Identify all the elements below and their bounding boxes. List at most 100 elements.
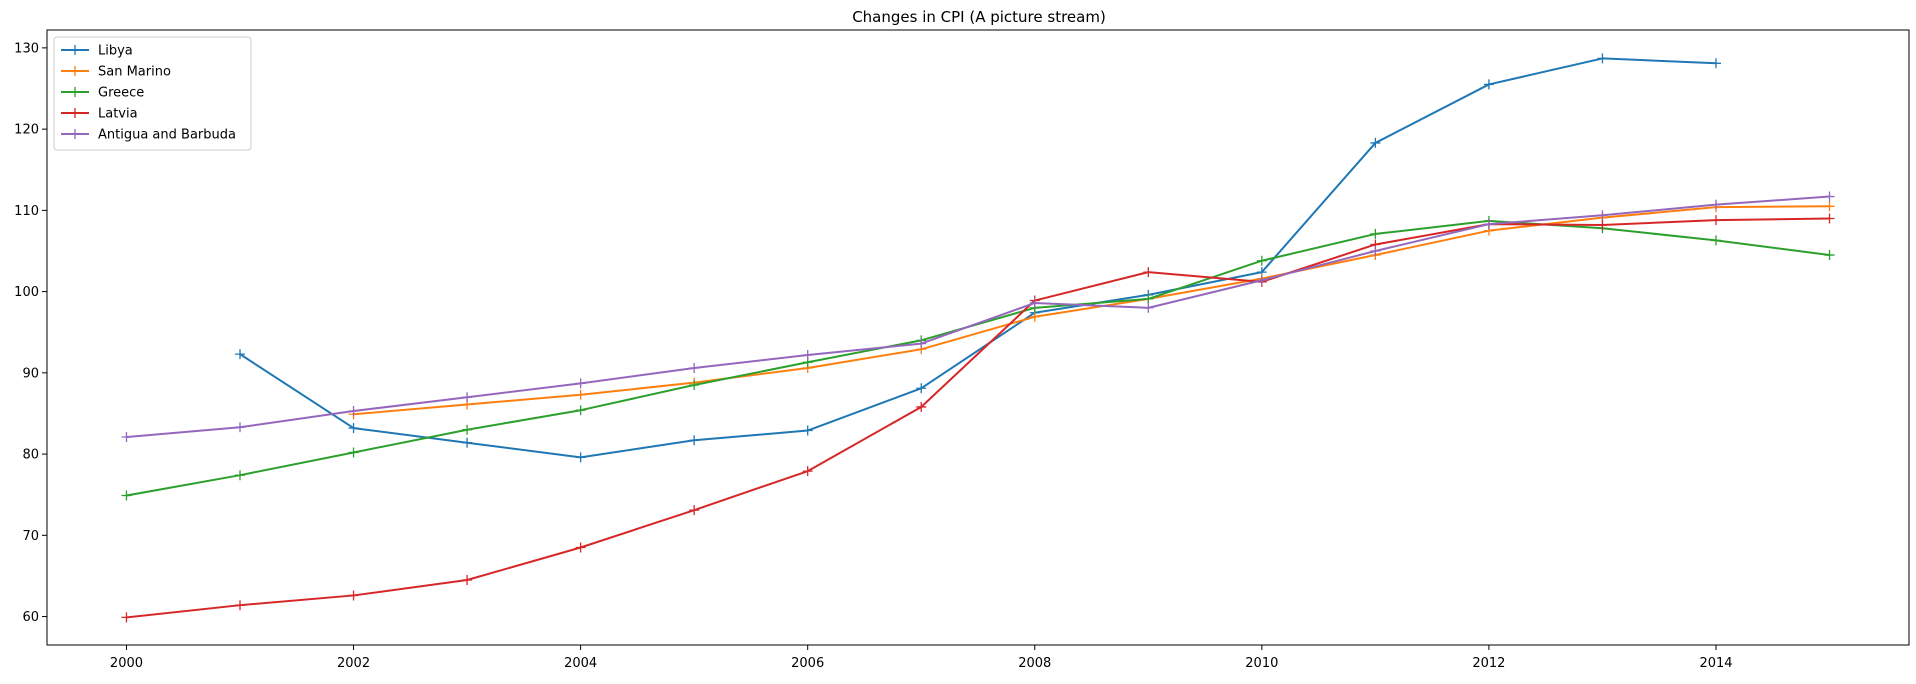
series-line [353,205,1830,416]
x-tick-label: 2008 [1018,656,1051,671]
legend-marker [70,66,80,76]
y-tick-label: 80 [22,448,39,463]
y-tick-label: 70 [22,529,39,544]
data-point [1143,267,1154,278]
legend-item: Latvia [61,107,138,122]
series-line [126,217,1830,619]
data-point [1029,297,1040,308]
legend-marker [70,108,80,118]
data-point [462,575,473,586]
y-tick-label: 60 [22,610,39,625]
data-point [1483,79,1494,90]
data-point [1370,245,1381,256]
data-point [802,349,813,360]
data-point [1370,137,1381,148]
y-tick-label: 100 [14,285,39,300]
x-tick-label: 2000 [110,656,143,671]
series-0 [235,53,1721,463]
data-point [348,447,359,458]
data-point [575,542,586,553]
data-point [802,425,813,436]
data-point [1824,191,1835,202]
data-point [575,405,586,416]
legend-marker [70,129,80,139]
legend-item: San Marino [61,65,171,80]
legend-label: Libya [98,44,133,59]
data-point [348,590,359,601]
series-line [126,219,1830,497]
data-point [235,349,246,360]
data-point [1143,302,1154,313]
data-point [689,362,700,373]
data-point [1597,219,1608,230]
data-point [802,466,813,477]
data-point [916,383,927,394]
x-tick-label: 2002 [337,656,370,671]
data-point [916,338,927,349]
data-point [462,424,473,435]
data-point [235,470,246,481]
x-tick-label: 2014 [1699,656,1732,671]
data-point [1256,255,1267,266]
data-point [1824,213,1835,224]
data-point [1824,250,1835,261]
data-point [916,401,927,412]
data-point [689,435,700,446]
data-point [235,600,246,611]
legend-marker [70,45,80,55]
data-point [1256,275,1267,286]
plot-area-frame [46,29,1910,646]
data-point [121,612,132,623]
legend-label: San Marino [98,65,171,80]
data-point [1824,201,1835,212]
series-1 [348,201,1835,420]
legend-marker [70,87,80,97]
series-line [239,57,1717,459]
data-point [1710,58,1721,69]
legend-label: Greece [98,86,144,101]
legend-item: Antigua and Barbuda [61,128,236,143]
x-tick-label: 2010 [1245,656,1278,671]
data-point [689,505,700,516]
legend-label: Latvia [98,107,138,122]
data-point [462,437,473,448]
x-tick-label: 2004 [564,656,597,671]
chart-title: Changes in CPI (A picture stream) [852,8,1106,26]
y-tick-label: 130 [14,41,39,56]
data-point [121,432,132,443]
series-3 [121,213,1835,623]
legend-label: Antigua and Barbuda [98,128,236,143]
data-point [1597,210,1608,221]
data-point [1370,228,1381,239]
series-line [126,195,1830,439]
data-point [575,389,586,400]
series-2 [121,215,1835,501]
data-point [1710,199,1721,210]
data-point [689,380,700,391]
legend-item: Greece [61,86,144,101]
data-point [348,423,359,434]
y-tick-label: 120 [14,123,39,138]
y-axis: 60 70 80 90 100 110 120 130 [14,41,47,625]
series-layer [121,53,1835,623]
legend-item: Libya [61,44,133,59]
x-axis: 2000 2002 2004 2006 2008 2010 2012 2014 [110,645,1733,671]
x-tick-label: 2006 [791,656,824,671]
data-point [348,406,359,417]
data-point [1029,311,1040,322]
y-tick-label: 110 [14,204,39,219]
data-point [1710,215,1721,226]
data-point [1483,219,1494,230]
data-point [462,392,473,403]
data-point [1710,235,1721,246]
data-point [121,490,132,501]
legend-box [53,36,252,151]
y-tick-label: 90 [22,366,39,381]
data-point [1597,53,1608,64]
legend: Libya San Marino Greece Latvia Antigua and B… [53,36,252,151]
data-point [575,452,586,463]
data-point [1143,293,1154,304]
data-point [235,422,246,433]
